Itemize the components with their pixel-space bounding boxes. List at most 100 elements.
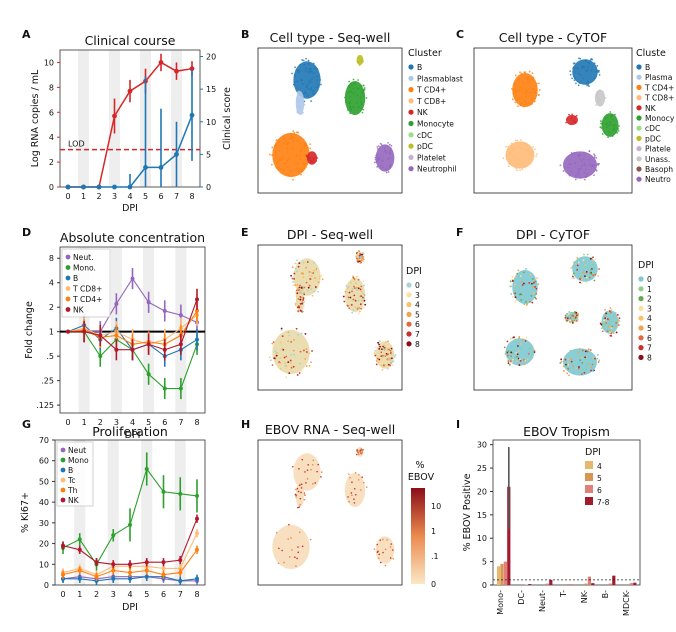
panel-a-clinical-course: Clinical course 0 2 4 6 8 10 0 5 10 15 20 0 1 2 3 4 5 6 7 8 D… bbox=[30, 33, 233, 214]
x-tick-label: 5 bbox=[143, 192, 148, 201]
umap-dot bbox=[375, 363, 378, 366]
legend-label: T CD4+ bbox=[72, 295, 102, 304]
cluster-t-cd4-dot bbox=[275, 139, 278, 142]
umap-dot bbox=[386, 358, 389, 361]
umap-dot bbox=[375, 360, 378, 362]
umap-dot bbox=[604, 308, 606, 311]
umap-dot bbox=[362, 296, 364, 299]
cluster-t-cd4-dot bbox=[520, 103, 522, 106]
bar bbox=[633, 582, 637, 585]
data-point bbox=[127, 184, 133, 190]
cluster-b-dot bbox=[579, 73, 582, 76]
umap-dot bbox=[609, 326, 612, 329]
umap-dot bbox=[589, 257, 592, 260]
infected-cell-dot bbox=[291, 465, 294, 468]
cluster-t-cd4-dot bbox=[289, 169, 292, 172]
umap-dot bbox=[571, 274, 574, 276]
umap-dot bbox=[358, 258, 360, 261]
umap-dot bbox=[305, 266, 308, 269]
legend-label: 7-8 bbox=[597, 498, 610, 507]
cluster-t-cd4-dot bbox=[274, 151, 277, 154]
umap-dot bbox=[522, 271, 525, 274]
umap-dot bbox=[352, 308, 355, 311]
infected-cell-dot bbox=[377, 557, 380, 559]
cluster-nk-dot bbox=[573, 121, 576, 124]
cluster-t-cd4-dot bbox=[282, 169, 285, 172]
data-point bbox=[96, 184, 102, 190]
cluster-monocyte-dot bbox=[348, 90, 350, 93]
umap-dot bbox=[606, 327, 609, 329]
cluster-t-cd4-dot bbox=[512, 89, 515, 92]
umap-dot bbox=[378, 358, 381, 361]
umap-cluster bbox=[563, 348, 597, 376]
legend-label: 8 bbox=[415, 340, 420, 349]
umap-dot bbox=[293, 272, 296, 275]
data-point bbox=[195, 531, 199, 536]
cluster-b-dot bbox=[575, 82, 577, 85]
infected-cell-dot bbox=[390, 543, 393, 545]
y-tick-label: 2 bbox=[49, 303, 54, 312]
data-point bbox=[146, 342, 151, 347]
cluster-t-cd4-dot bbox=[283, 162, 286, 165]
cluster-t-cd4-dot bbox=[271, 146, 274, 149]
cluster-monocyte-dot bbox=[604, 117, 607, 120]
umap-dot bbox=[526, 358, 529, 361]
data-point bbox=[66, 329, 70, 334]
cluster-t-cd4-dot bbox=[285, 162, 288, 165]
cluster-monocyte-dot bbox=[603, 131, 606, 134]
cluster-neutrophil-dot bbox=[383, 148, 386, 150]
cluster-b-dot bbox=[574, 77, 576, 80]
cluster-neutrophil-dot bbox=[376, 146, 379, 148]
infected-cell-dot bbox=[290, 537, 292, 539]
umap-dot bbox=[585, 270, 588, 273]
umap-cluster bbox=[344, 473, 366, 507]
umap-dot bbox=[359, 303, 362, 306]
umap-dot bbox=[569, 349, 572, 352]
legend-swatch bbox=[638, 305, 644, 311]
umap-dot bbox=[580, 282, 583, 285]
cluster-monocyte-dot bbox=[362, 84, 365, 87]
umap-dot bbox=[342, 295, 345, 298]
cluster-b-dot bbox=[302, 92, 305, 95]
cluster-plasmablast-dot bbox=[302, 111, 305, 114]
umap-dot bbox=[570, 358, 573, 361]
infected-cell-dot bbox=[354, 472, 357, 474]
umap-dot bbox=[281, 335, 284, 338]
cluster-unassigned-dot bbox=[604, 97, 607, 99]
cluster-b-dot bbox=[292, 83, 295, 86]
umap-dot bbox=[299, 296, 302, 298]
colorbar-tick-label: .1 bbox=[431, 552, 439, 561]
umap-dot bbox=[571, 314, 574, 317]
umap-dot bbox=[347, 296, 350, 299]
umap-dot bbox=[279, 341, 282, 344]
legend-swatch bbox=[406, 341, 412, 347]
cluster-nk-dot bbox=[571, 113, 574, 116]
cluster-b-dot bbox=[308, 68, 311, 71]
data-point bbox=[111, 533, 116, 538]
umap-dot bbox=[569, 321, 572, 324]
umap-dot bbox=[597, 361, 600, 363]
x-tick-label: 6 bbox=[162, 418, 167, 427]
umap-dot bbox=[562, 365, 565, 367]
umap-dot bbox=[353, 278, 356, 280]
umap-dot bbox=[300, 286, 303, 289]
umap-dot bbox=[349, 296, 352, 299]
infected-cell-dot bbox=[348, 500, 350, 503]
cluster-unassigned-dot bbox=[596, 91, 599, 94]
umap-dot bbox=[511, 275, 514, 278]
cluster-monocyte-dot bbox=[615, 130, 618, 133]
x-tick-label: 5 bbox=[146, 418, 151, 427]
cluster-neutrophil-dot bbox=[593, 153, 596, 156]
umap-dot bbox=[615, 331, 618, 334]
cluster-plasmablast-dot bbox=[296, 110, 299, 113]
umap-dot bbox=[287, 361, 290, 364]
legend-label: 5 bbox=[647, 324, 652, 333]
umap-dot bbox=[347, 285, 350, 288]
cluster-neutrophil-dot bbox=[573, 162, 576, 165]
cluster-b-dot bbox=[294, 66, 296, 69]
data-point bbox=[94, 574, 99, 579]
legend-swatch bbox=[408, 154, 414, 160]
cluster-b-dot bbox=[589, 59, 592, 61]
x-tick-label: 7 bbox=[174, 192, 179, 201]
umap-dot bbox=[310, 275, 313, 278]
